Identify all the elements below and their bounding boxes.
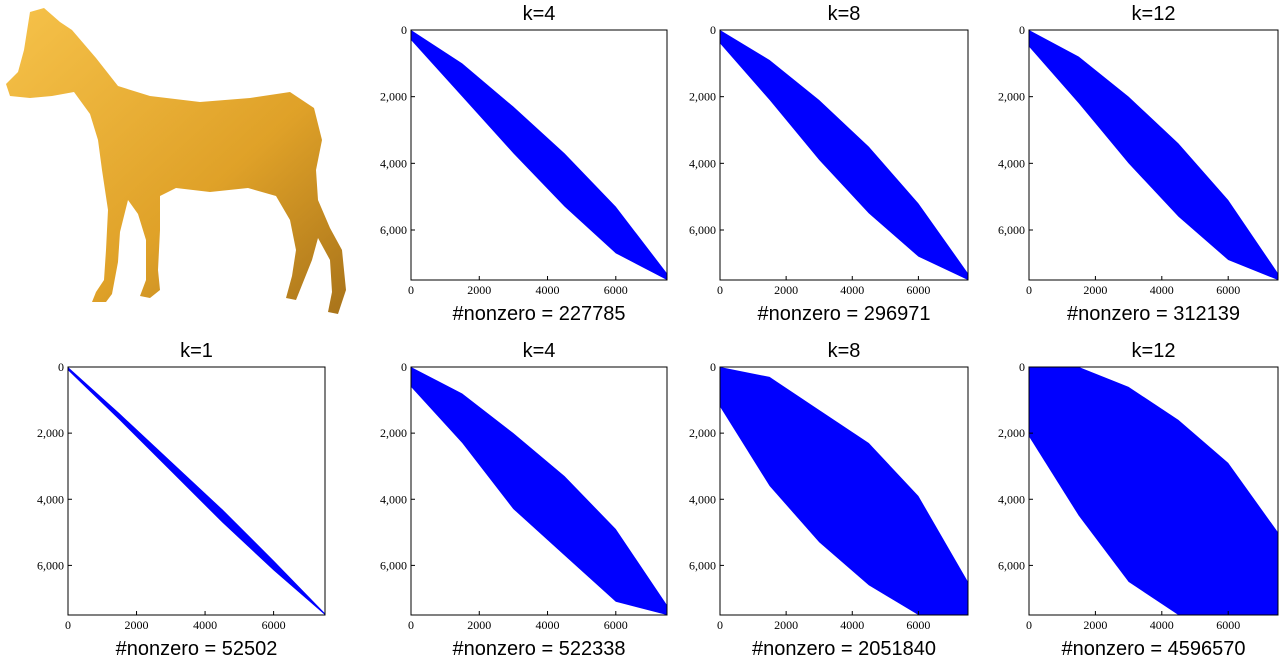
nonzero-band [1029,367,1278,615]
chart-title: k=4 [523,3,556,25]
x-axis-label: #nonzero = 227785 [453,303,626,325]
x-tick-label: 0 [65,618,71,632]
x-tick-label: 6000 [1216,283,1240,297]
plot-frame [1028,29,1279,281]
chart-title: k=12 [1132,3,1176,25]
y-tick-label: 2,000 [689,426,716,440]
y-tick-label: 0 [1019,360,1025,374]
x-tick-label: 6000 [906,283,930,297]
y-tick-label: 4,000 [37,492,64,506]
y-tick-label: 6,000 [998,223,1025,237]
y-tick-label: 6,000 [998,558,1025,572]
horse-model [6,8,346,314]
chart-title: k=12 [1132,340,1176,362]
y-tick-label: 6,000 [689,223,716,237]
x-tick-label: 2000 [1083,618,1107,632]
x-tick-label: 4000 [536,283,560,297]
y-tick-label: 0 [710,360,716,374]
x-tick-label: 2000 [774,283,798,297]
y-tick-label: 2,000 [998,426,1025,440]
nonzero-band [720,367,968,615]
x-axis-label: #nonzero = 312139 [1067,303,1240,325]
y-tick-label: 4,000 [380,156,407,170]
y-tick-label: 2,000 [998,90,1025,104]
x-tick-label: 4000 [1150,618,1174,632]
y-tick-label: 4,000 [689,492,716,506]
x-tick-label: 4000 [840,283,864,297]
y-tick-label: 2,000 [689,90,716,104]
x-tick-label: 4000 [1150,283,1174,297]
nonzero-band [720,30,968,280]
x-tick-label: 4000 [840,618,864,632]
x-axis-label: #nonzero = 52502 [116,638,278,660]
chart-title: k=1 [180,340,213,362]
chart-title: k=4 [523,340,556,362]
x-axis-label: #nonzero = 4596570 [1061,638,1245,660]
x-tick-label: 6000 [906,618,930,632]
plot-frame [1028,366,1279,616]
x-axis-label: #nonzero = 2051840 [752,638,936,660]
x-tick-label: 0 [408,283,414,297]
x-tick-label: 6000 [262,618,286,632]
y-tick-label: 4,000 [998,156,1025,170]
y-tick-label: 6,000 [689,558,716,572]
x-tick-label: 2000 [467,283,491,297]
x-tick-label: 6000 [604,283,628,297]
x-tick-label: 0 [717,618,723,632]
y-tick-label: 0 [710,23,716,37]
x-tick-label: 2000 [125,618,149,632]
y-tick-label: 6,000 [380,223,407,237]
y-tick-label: 6,000 [37,558,64,572]
plot-frame [67,366,326,616]
y-tick-label: 0 [58,360,64,374]
x-tick-label: 6000 [1216,618,1240,632]
x-tick-label: 2000 [467,618,491,632]
y-tick-label: 0 [401,360,407,374]
y-tick-label: 2,000 [37,426,64,440]
y-tick-label: 6,000 [380,558,407,572]
plot-frame [719,29,969,281]
y-tick-label: 4,000 [689,156,716,170]
y-tick-label: 0 [1019,23,1025,37]
nonzero-band [411,30,667,280]
x-axis-label: #nonzero = 296971 [758,303,931,325]
y-tick-label: 4,000 [380,492,407,506]
chart-title: k=8 [828,3,861,25]
plot-frame [410,366,668,616]
nonzero-band [68,367,325,615]
x-axis-label: #nonzero = 522338 [453,638,626,660]
x-tick-label: 4000 [536,618,560,632]
x-tick-label: 0 [717,283,723,297]
y-tick-label: 2,000 [380,90,407,104]
x-tick-label: 2000 [1083,283,1107,297]
x-tick-label: 0 [1026,618,1032,632]
y-tick-label: 2,000 [380,426,407,440]
x-tick-label: 0 [1026,283,1032,297]
chart-title: k=8 [828,340,861,362]
y-tick-label: 4,000 [998,492,1025,506]
y-tick-label: 0 [401,23,407,37]
nonzero-band [411,367,667,615]
nonzero-band [1029,30,1278,280]
plot-frame [410,29,668,281]
plot-frame [719,366,969,616]
x-tick-label: 4000 [193,618,217,632]
x-tick-label: 0 [408,618,414,632]
x-tick-label: 2000 [774,618,798,632]
x-tick-label: 6000 [604,618,628,632]
